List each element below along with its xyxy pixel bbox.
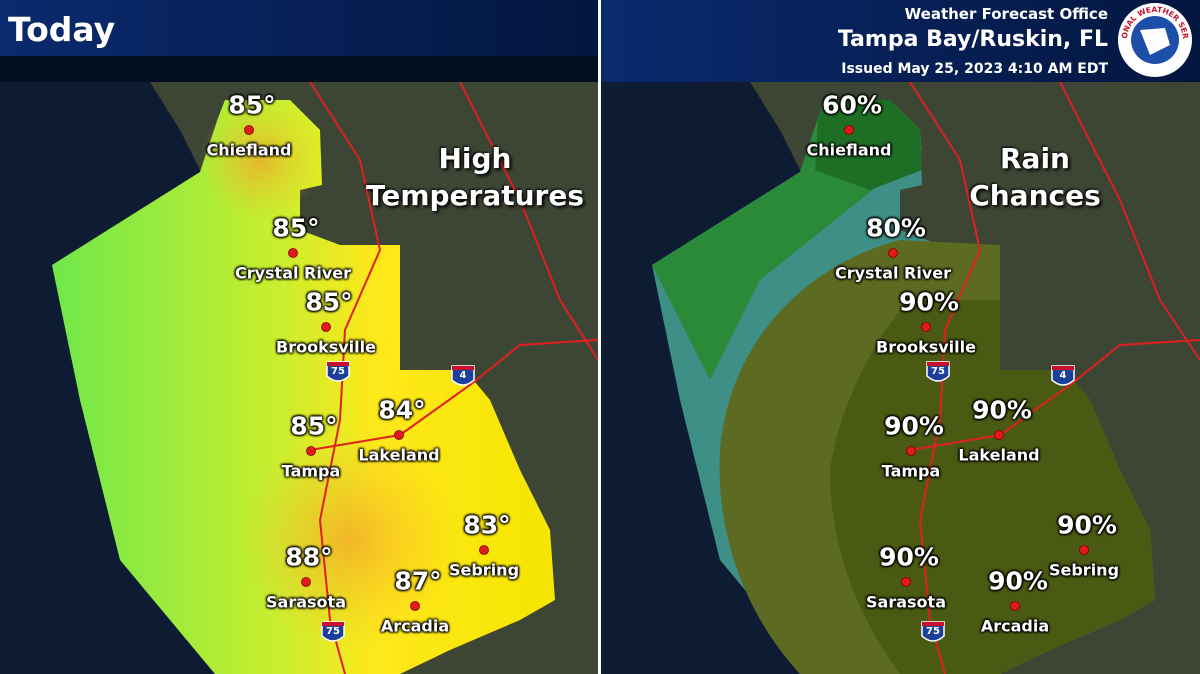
shield-top [922, 622, 944, 626]
city-name: Sarasota [266, 592, 346, 612]
city-name: Brooksville [876, 337, 976, 357]
city-dot [921, 322, 931, 332]
city-value: 85° [272, 213, 320, 243]
city-name: Arcadia [980, 616, 1050, 636]
city-value: 90% [972, 395, 1032, 425]
city-name: Crystal River [834, 263, 952, 283]
interstate-shield [926, 361, 950, 382]
city-name: Sebring [448, 560, 520, 580]
city-name: Tampa [881, 461, 941, 481]
city-value: 85° [305, 287, 353, 317]
location: Tampa Bay/Ruskin, FL [837, 27, 1108, 52]
shield-top [1052, 366, 1074, 370]
city-dot [1079, 545, 1089, 555]
city-dot [306, 446, 316, 456]
city-dot [479, 545, 489, 555]
city-name: Chiefland [806, 140, 892, 160]
interstate-shield [326, 361, 350, 382]
shield-number: 75 [931, 366, 945, 377]
city-value: 80% [866, 213, 926, 243]
panel-title: High Temperatures [365, 142, 585, 212]
city-dot [410, 601, 420, 611]
city-name: Chiefland [206, 140, 292, 160]
city-name: Tampa [281, 461, 341, 481]
city-name: Sebring [1048, 560, 1120, 580]
page-title: Today [8, 10, 116, 49]
header-bg [601, 0, 1200, 82]
office: Weather Forecast Office [904, 5, 1108, 23]
shield-number: 4 [460, 370, 467, 381]
shield-number: 75 [331, 366, 345, 377]
city-value: 90% [899, 287, 959, 317]
shield-top [322, 622, 344, 626]
left-map [52, 82, 598, 674]
city-value: 88° [285, 542, 333, 572]
city-name: Crystal River [234, 263, 352, 283]
city-value: 83° [463, 510, 511, 540]
shield-number: 4 [1060, 370, 1067, 381]
city-value: 60% [822, 90, 882, 120]
city-dot [244, 125, 254, 135]
city-name: Lakeland [958, 445, 1040, 465]
city-value: 85° [290, 411, 338, 441]
shield-top [927, 362, 949, 366]
city-name: Arcadia [380, 616, 450, 636]
interstate-shield [451, 365, 475, 386]
city-dot [394, 430, 404, 440]
shield-top [327, 362, 349, 366]
city-value: 90% [988, 566, 1048, 596]
city-dot [1010, 601, 1020, 611]
panel-title: Rain Chances [969, 142, 1101, 212]
city-dot [994, 430, 1004, 440]
city-dot [844, 125, 854, 135]
city-dot [321, 322, 331, 332]
divider [598, 0, 601, 674]
city-value: 90% [879, 542, 939, 572]
city-name: Sarasota [866, 592, 946, 612]
city-value: 85° [228, 90, 276, 120]
shield-top [452, 366, 474, 370]
shield-number: 75 [326, 626, 340, 637]
city-dot [888, 248, 898, 258]
issued: Issued May 25, 2023 4:10 AM EDT [841, 61, 1108, 77]
interstate-shield [1051, 365, 1075, 386]
title-bar [0, 0, 598, 56]
city-dot [301, 577, 311, 587]
city-dot [288, 248, 298, 258]
interstate-shield [921, 621, 945, 642]
city-dot [901, 577, 911, 587]
city-value: 90% [884, 411, 944, 441]
city-value: 87° [394, 566, 442, 596]
city-value: 84° [378, 395, 426, 425]
right-map [652, 82, 1200, 674]
interstate-shield [321, 621, 345, 642]
city-dot [906, 446, 916, 456]
shield-number: 75 [926, 626, 940, 637]
city-name: Brooksville [276, 337, 376, 357]
city-value: 90% [1057, 510, 1117, 540]
city-name: Lakeland [358, 445, 440, 465]
